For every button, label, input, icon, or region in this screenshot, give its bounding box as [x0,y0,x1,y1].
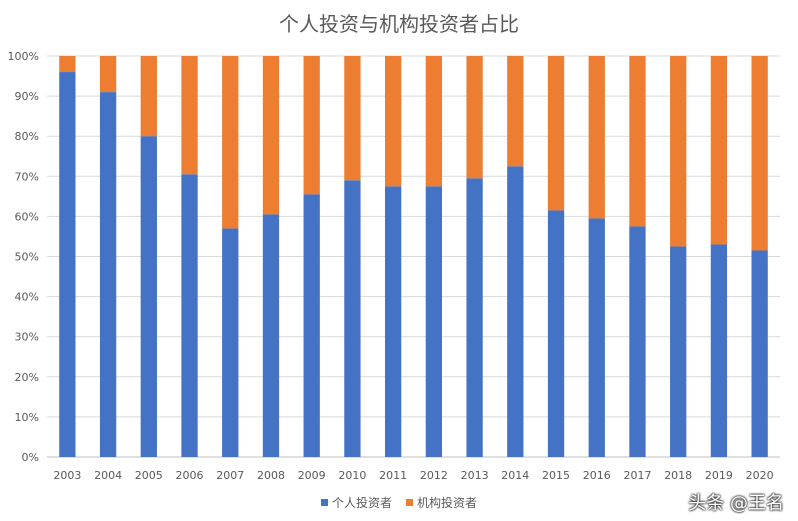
bar-individual-2008 [262,214,280,457]
x-tick-label: 2006 [176,469,204,482]
bar-individual-2009 [303,194,320,457]
legend-swatch-institutional [406,499,413,506]
x-tick-label: 2009 [298,469,326,482]
y-tick-label: 50% [15,251,39,264]
y-tick-label: 100% [8,50,39,63]
bar-institutional-2012 [425,56,443,187]
bar-institutional-2016 [588,56,605,219]
bar-individual-2016 [588,218,605,457]
bar-individual-2013 [466,178,483,457]
bar-institutional-2013 [466,56,483,179]
legend-label-individual: 个人投资者 [331,496,392,510]
x-tick-label: 2020 [746,469,774,482]
bar-individual-2018 [670,246,687,457]
x-tick-label: 2008 [257,469,285,482]
gridlines [47,55,780,458]
legend: 个人投资者 机构投资者 [0,494,798,511]
y-tick-label: 70% [15,170,39,183]
bar-institutional-2018 [670,56,687,247]
legend-item-individual: 个人投资者 [320,494,392,511]
x-tick-label: 2012 [420,469,448,482]
bar-institutional-2009 [303,56,320,195]
y-tick-label: 60% [15,210,39,223]
x-tick-label: 2014 [501,469,529,482]
bar-individual-2004 [99,92,117,457]
bar-individual-2019 [710,244,728,457]
bar-individual-2017 [629,226,646,457]
bar-institutional-2004 [99,56,117,93]
x-tick-label: 2017 [623,469,651,482]
x-tick-label: 2013 [461,469,489,482]
bar-institutional-2006 [181,56,198,175]
x-tick-label: 2010 [338,469,366,482]
y-tick-label: 40% [15,291,39,304]
bars [59,56,768,458]
x-tick-label: 2007 [216,469,244,482]
bar-institutional-2020 [751,56,768,251]
y-tick-label: 20% [15,371,39,384]
bar-institutional-2003 [59,56,76,73]
x-tick-label: 2011 [379,469,407,482]
bar-individual-2014 [507,166,524,457]
x-tick-label: 2019 [705,469,733,482]
bar-institutional-2019 [710,56,728,245]
legend-swatch-individual [320,499,328,506]
bar-institutional-2011 [384,56,402,187]
y-tick-label: 80% [15,130,39,143]
bar-individual-2007 [222,228,239,457]
bar-institutional-2005 [140,56,157,137]
y-tick-label: 30% [15,331,39,344]
watermark: 头条 @王名 [688,493,784,514]
y-tick-label: 0% [22,451,39,464]
x-tick-label: 2018 [664,469,692,482]
x-tick-label: 2016 [583,469,611,482]
x-axis-ticks: 2003 2004 2005 2006 2007 2008 2009 2010 2011 2012… [53,469,773,482]
y-axis-ticks: 0% 10% 20% 30% 40% 50% 60% 70% 80% 90% 100% [8,50,39,464]
bar-institutional-2014 [507,56,524,167]
y-tick-label: 90% [15,90,39,103]
bar-individual-2006 [181,174,198,458]
bar-institutional-2007 [222,56,239,229]
y-tick-label: 10% [15,411,39,424]
x-tick-label: 2003 [53,469,81,482]
bar-individual-2015 [547,210,565,457]
bar-institutional-2008 [262,56,280,215]
bar-individual-2003 [59,72,76,457]
x-tick-label: 2004 [94,469,122,482]
x-tick-label: 2015 [542,469,570,482]
bar-individual-2011 [384,186,402,457]
stacked-bar-chart: 0%10%20%30%40%50%60%70%80%90%100% 2003 20… [8,50,780,482]
bar-institutional-2017 [629,56,646,227]
x-tick-label: 2005 [135,469,163,482]
legend-item-institutional: 机构投资者 [406,494,477,511]
bar-individual-2020 [751,250,768,457]
chart-title: 个人投资与机构投资者占比 [279,12,519,36]
bar-institutional-2015 [547,56,565,211]
bar-institutional-2010 [344,56,361,181]
legend-label-institutional: 机构投资者 [417,496,478,510]
bar-individual-2010 [344,180,361,457]
bar-individual-2012 [425,186,443,457]
bar-individual-2005 [140,136,157,457]
